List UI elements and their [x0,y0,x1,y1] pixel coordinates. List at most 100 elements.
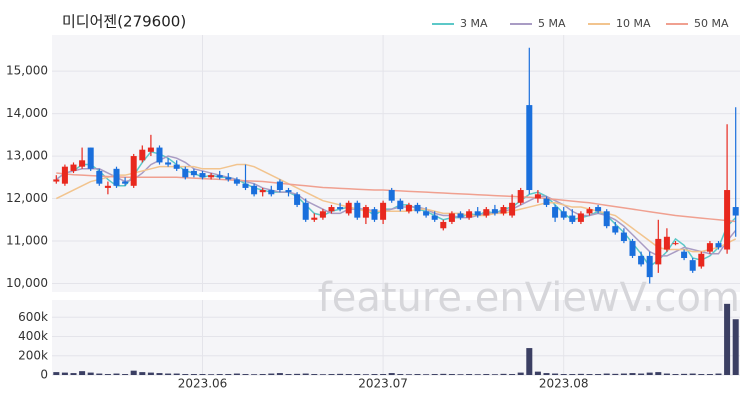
candle-body [302,202,309,220]
volume-bar [182,374,189,375]
volume-bar [104,374,111,375]
volume-bar [457,374,464,375]
volume-bar [397,374,404,375]
volume-bar [612,373,619,375]
volume-bar [354,374,361,375]
candle-body [405,204,412,212]
candle-body [328,207,335,212]
y-tick-label: 15,000 [6,64,48,78]
volume-tick-label: 200k [18,348,48,362]
candle-body [156,147,163,163]
candle-body [620,232,627,242]
candle-body [629,241,636,256]
candle-body [483,209,490,216]
volume-bar [543,373,550,375]
volume-bar [371,374,378,375]
x-tick-label: 2023.06 [178,377,228,391]
candle-body [294,194,301,205]
volume-bar [61,372,68,375]
volume-bar [517,372,524,375]
candle-body [646,255,653,278]
volume-bar [276,373,283,375]
volume-bar [638,373,645,375]
candle-body [259,190,266,193]
volume-bar [646,372,653,375]
volume-bar [672,374,679,375]
volume-bar [663,373,670,375]
volume-bar [577,373,584,375]
candle-body [147,147,154,152]
candle-body [337,207,344,210]
volume-bar [491,374,498,375]
candle-body [53,179,60,182]
candle-body [698,253,705,267]
candle-body [474,211,481,216]
ma-line [55,155,737,257]
candle-body [491,209,498,214]
candle-body [190,170,197,176]
candle-body [113,168,120,186]
candle-body [569,215,576,222]
candle-body [509,202,516,216]
candle-body [354,202,361,218]
candle-body [388,190,395,201]
candle-body [466,211,473,218]
y-tick-label: 12,000 [6,191,48,205]
volume-bar [345,374,352,375]
candle-body [448,213,455,222]
volume-bar [526,348,533,375]
candle-body [380,202,387,220]
volume-bar [466,374,473,375]
candle-body [104,185,111,188]
volume-bar [715,373,722,375]
candle-body [663,236,670,250]
volume-bar [534,371,541,375]
volume-bar [681,373,688,375]
candle-body [543,198,550,205]
candle-body [577,213,584,222]
volume-bar [552,373,559,375]
volume-bar [328,374,335,375]
candle-body [165,162,172,165]
volume-bar [285,374,292,375]
volume-bar [603,373,610,375]
volume-bar [319,374,326,375]
candle-body [431,215,438,220]
y-tick-label: 14,000 [6,106,48,120]
ma-line [56,172,736,223]
y-tick-label: 13,000 [6,149,48,163]
volume-bar [251,374,258,375]
candle-body [715,243,722,248]
candle-body [457,213,464,218]
candle-body [517,190,524,203]
chart-title: 미디어젠(279600) [62,13,186,31]
candle-body [276,181,283,191]
candle-body [371,209,378,220]
watermark: feature.enViewV.com [318,275,740,321]
volume-bar [242,374,249,375]
volume-bar [96,373,103,375]
volume-bar [130,370,137,375]
candle-body [612,226,619,233]
volume-bar [362,374,369,375]
volume-bar [225,374,232,375]
volume-bar [156,373,163,375]
price-panel [52,35,740,292]
candle-body [233,179,240,184]
candle-body [268,190,275,195]
volume-bar [337,373,344,375]
volume-bar [87,372,94,375]
volume-bar [706,374,713,375]
candle-body [345,202,352,214]
candle-body [139,149,146,161]
candle-body [638,255,645,265]
volume-bar [423,374,430,375]
y-tick-label: 11,000 [6,234,48,248]
volume-bar [139,372,146,375]
volume-bar [70,373,77,375]
candle-body [130,156,137,186]
volume-bar [190,374,197,375]
candle-body [552,207,559,218]
volume-bar [698,374,705,375]
candle-body [440,221,447,229]
